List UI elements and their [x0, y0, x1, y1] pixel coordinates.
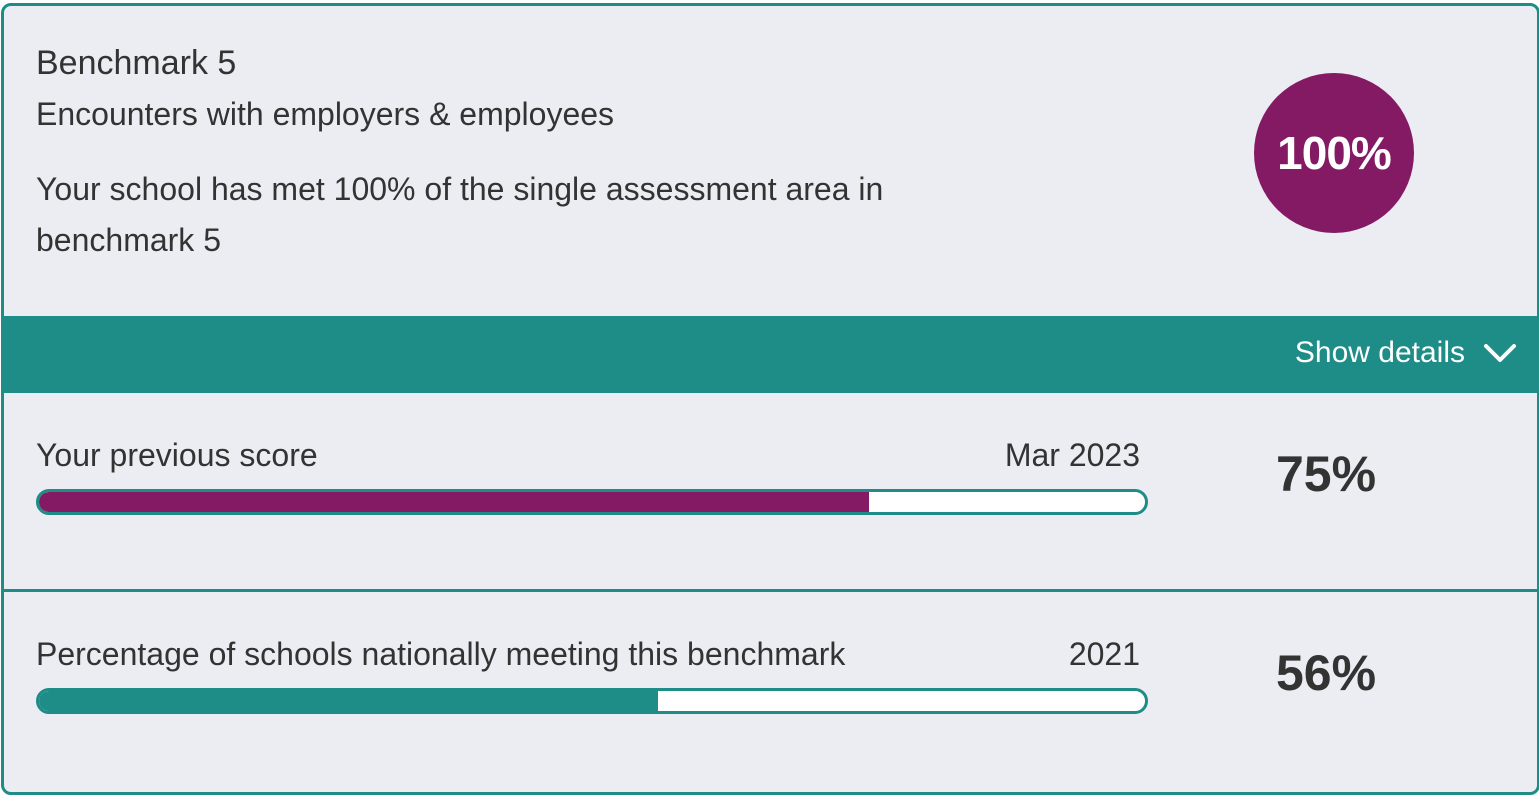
show-details[interactable]: Show details	[1294, 336, 1465, 369]
progress-fill	[39, 492, 869, 512]
title: Benchmark 5	[36, 44, 237, 82]
score-row: Your previous score Mar 2023 75%	[4, 393, 1537, 589]
row-score: 75%	[1275, 446, 1377, 502]
progress-track	[36, 688, 1148, 714]
subtitle: Encounters with employers & employees	[36, 96, 615, 132]
progress-track	[36, 489, 1148, 515]
row-label: Your previous score	[36, 437, 318, 473]
row-score: 56%	[1275, 645, 1377, 701]
chevron-icon[interactable]	[1483, 342, 1517, 364]
row-date: 2021	[1068, 636, 1140, 672]
description: Your school has met 100% of the single a…	[36, 171, 884, 258]
benchmark-card: Benchmark 5 Encounters with employers & …	[1, 3, 1539, 795]
details-toggle-bar[interactable]: Show details	[4, 316, 1537, 393]
row-date: Mar 2023	[1004, 437, 1140, 473]
row-label: Percentage of schools nationally meeting…	[36, 636, 846, 672]
progress-fill	[39, 691, 659, 711]
score-row: Percentage of schools nationally meeting…	[4, 589, 1537, 788]
score-badge: 100%	[1254, 73, 1414, 233]
